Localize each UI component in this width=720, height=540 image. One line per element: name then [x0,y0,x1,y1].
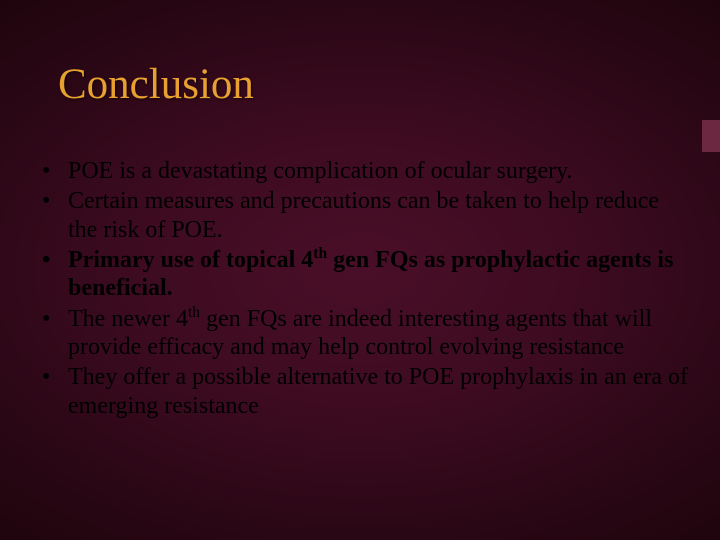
bullet-text-sup: th [188,304,200,321]
bullet-list: POE is a devastating complication of ocu… [30,157,690,420]
bullet-text-pre: Primary use of topical 4 [68,247,313,273]
bullet-text-pre: The newer 4 [68,306,188,332]
bullet-item: They offer a possible alternative to POE… [42,363,690,420]
bullet-text-sup: th [313,245,327,262]
bullet-item: Primary use of topical 4th gen FQs as pr… [42,246,690,303]
bullet-text: POE is a devastating complication of ocu… [68,158,573,184]
bullet-item: Certain measures and precautions can be … [42,187,690,244]
bullet-item: POE is a devastating complication of ocu… [42,157,690,185]
bullet-text: They offer a possible alternative to POE… [68,364,688,418]
slide-container: Conclusion POE is a devastating complica… [0,0,720,540]
slide-title: Conclusion [58,60,690,109]
decorative-edge-block [702,120,720,152]
bullet-text: Certain measures and precautions can be … [68,188,659,242]
bullet-item: The newer 4th gen FQs are indeed interes… [42,305,690,362]
